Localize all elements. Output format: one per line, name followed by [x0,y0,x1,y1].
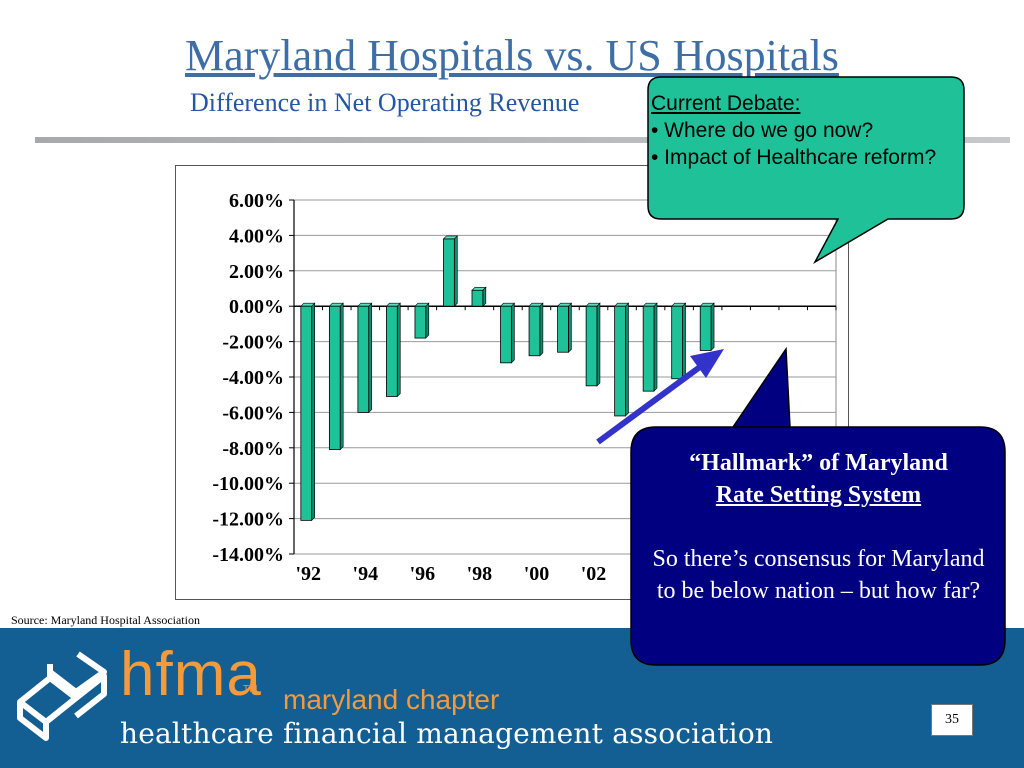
bar [443,238,455,307]
bar [386,305,398,397]
trend-arrow [596,349,724,445]
y-tick-label: -6.00% [222,402,284,424]
bar [500,305,512,364]
y-tick-label: -8.00% [222,438,284,460]
bar [471,289,484,307]
x-tick-label: '98 [467,563,493,585]
callout-hallmark-headline-2: Rate Setting System [715,482,922,508]
bar [328,305,341,450]
bar [357,305,370,413]
callout-debate-heading: Current Debate: [651,92,801,115]
bar [300,305,313,521]
x-tick-label: '02 [581,563,607,585]
bar [642,305,655,392]
y-tick-label: 2.00% [229,261,284,283]
y-tick-label: -14.00% [212,544,284,566]
trademark-mark: TM [243,684,258,695]
bar [671,305,683,380]
association-name: healthcare financial management associat… [120,717,774,750]
slide-subtitle: Difference in Net Operating Revenue [190,88,580,117]
bar [557,305,569,353]
y-tick-label: -4.00% [222,367,284,389]
callout-hallmark-body: So there’s consensus for Maryland to be … [652,546,985,604]
chapter-name: maryland chapter [283,684,500,715]
y-tick-label: 6.00% [229,190,284,212]
callout-debate: Current Debate: • Where do we go now? • … [651,90,951,171]
y-tick-label: 0.00% [229,296,284,318]
callout-debate-bullet: • Where do we go now? [651,119,874,142]
bar [528,305,541,357]
x-tick-label: '94 [353,563,379,585]
bar [585,305,598,387]
x-tick-label: '92 [295,563,321,585]
bar [614,305,626,417]
bar [414,305,427,339]
source-note: Source: Maryland Hospital Association [11,613,200,627]
hfma-cube-logo [17,651,107,741]
callout-hallmark-bubble [630,346,1006,666]
y-tick-label: -12.00% [212,509,284,531]
hfma-wordmark: hfma [120,640,262,709]
callout-debate-bubble [647,76,965,265]
slide-title: Maryland Hospitals vs. US Hospitals [185,31,839,80]
callout-hallmark-headline: “Hallmark” of Maryland [689,450,948,476]
y-tick-label: -10.00% [212,473,284,495]
title-divider [35,137,1010,143]
bar [699,305,712,351]
callout-hallmark: “Hallmark” of Maryland Rate Setting Syst… [641,447,996,607]
y-tick-label: 4.00% [229,225,284,247]
y-tick-label: -2.00% [222,332,284,354]
x-tick-label: '96 [410,563,436,585]
page-number: 35 [931,704,973,736]
callout-debate-bullet: • Impact of Healthcare reform? [651,146,937,169]
x-tick-label: '00 [524,563,550,585]
